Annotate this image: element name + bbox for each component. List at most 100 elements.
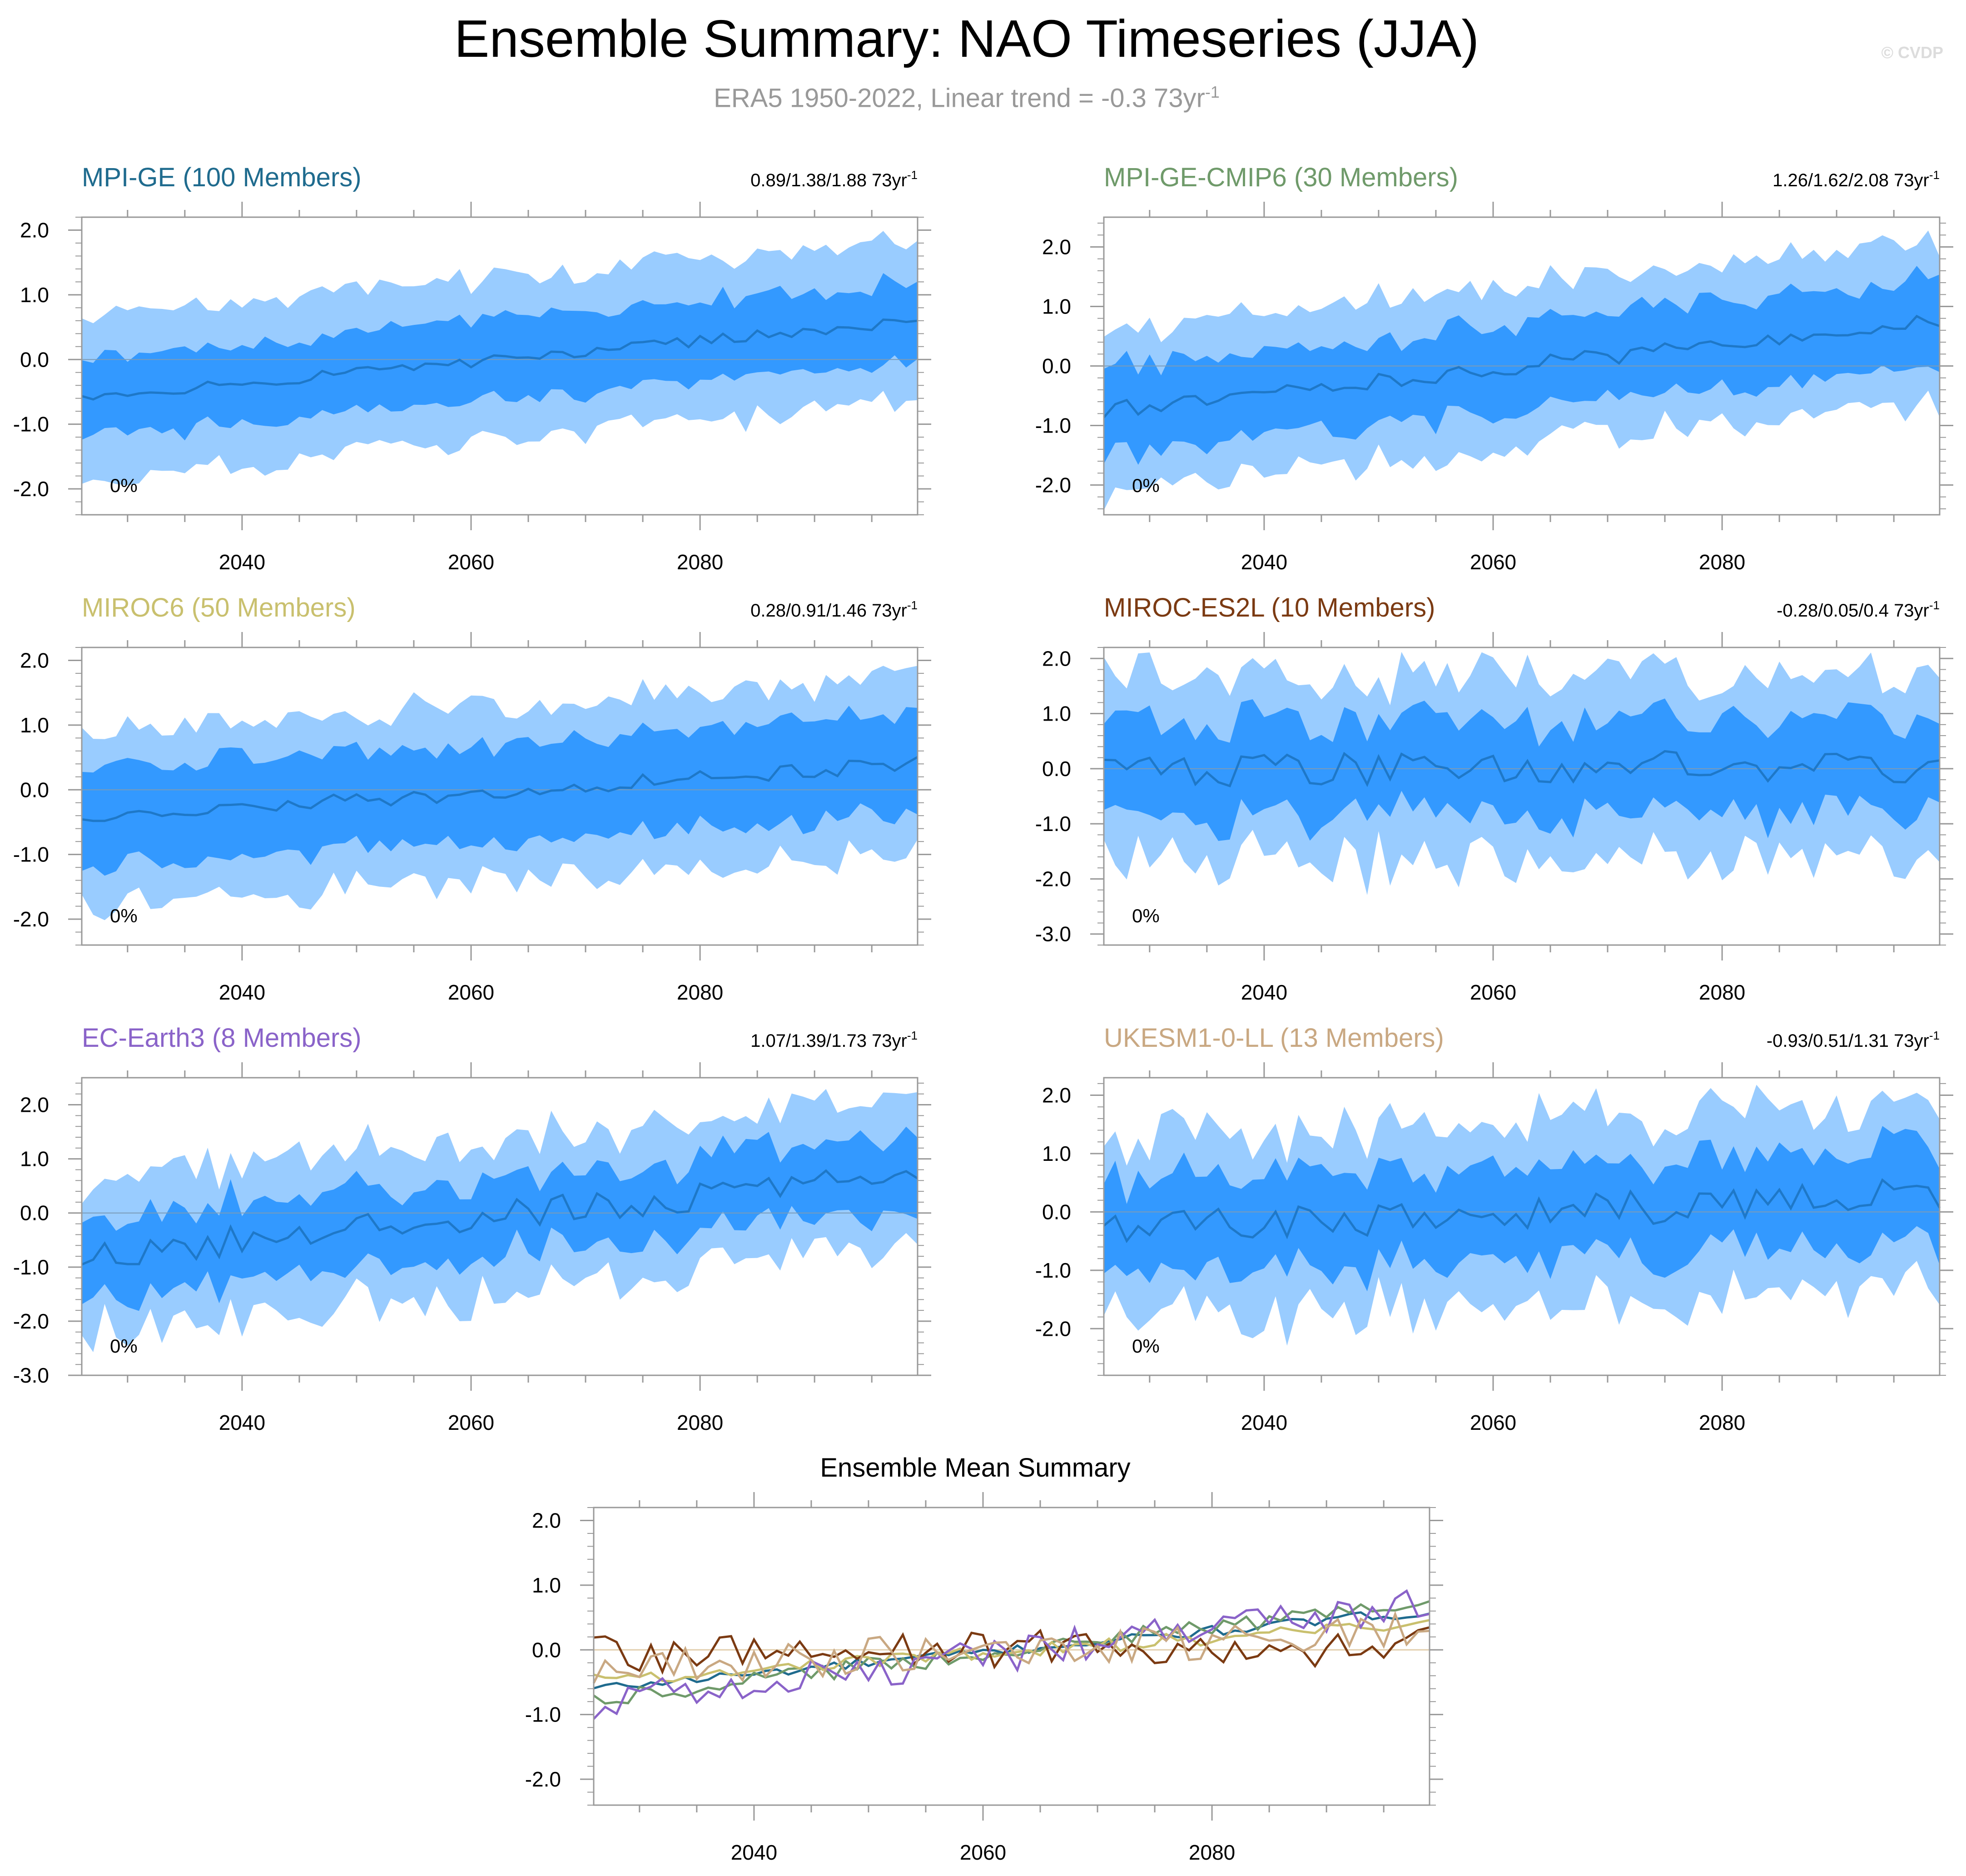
figure-title: Ensemble Summary: NAO Timeseries (JJA) [454, 9, 1479, 68]
y-tick-label: -1.0 [13, 413, 49, 436]
y-tick-label: 1.0 [20, 713, 49, 737]
y-tick-label: 2.0 [20, 648, 49, 672]
y-tick-label: -2.0 [13, 1309, 49, 1333]
panel-title: MPI-GE (100 Members) [82, 163, 362, 192]
y-tick-label: -3.0 [13, 1363, 49, 1387]
y-tick-label: 2.0 [20, 1093, 49, 1117]
series-line-ec-earth3 [593, 1589, 1430, 1720]
plot-frame [1103, 647, 1941, 946]
ensemble-mean-line [1103, 314, 1940, 418]
panel-title: UKESM1-0-LL (13 Members) [1104, 1023, 1444, 1053]
x-tick-label: 2060 [448, 980, 494, 1004]
x-tick-label: 2080 [1699, 980, 1745, 1004]
trend-label: -0.28/0.05/0.4 73yr-1 [1777, 598, 1940, 621]
y-tick-label: 1.0 [20, 1147, 49, 1171]
panel-title: MIROC6 (50 Members) [82, 593, 356, 622]
y-tick-label: 1.0 [1042, 1142, 1071, 1165]
y-tick-label: 0.0 [20, 1201, 49, 1225]
x-tick-label: 2040 [219, 980, 265, 1004]
cvdp-credit: © CVDP [1881, 43, 1943, 62]
y-tick-label: 1.0 [532, 1573, 561, 1597]
y-tick-label: -1.0 [1035, 414, 1071, 438]
panel-mpi-ge-cmip6: MPI-GE-CMIP6 (30 Members) 1.26/1.62/2.08 … [1035, 163, 1953, 574]
trend-label: -0.93/0.51/1.31 73yr-1 [1767, 1029, 1940, 1051]
panel-title: EC-Earth3 (8 Members) [82, 1023, 362, 1053]
plot-frame [81, 216, 918, 516]
ensemble-mean-line [81, 756, 918, 822]
trend-label: 1.07/1.39/1.73 73yr-1 [750, 1029, 918, 1051]
panel-ukesm1-0-ll: UKESM1-0-LL (13 Members) -0.93/0.51/1.31 … [1035, 1023, 1953, 1434]
plot-frame [81, 647, 918, 946]
y-tick-label: -2.0 [1035, 867, 1071, 891]
y-tick-label: 2.0 [1042, 647, 1071, 670]
y-tick-label: 2.0 [1042, 1084, 1071, 1107]
y-tick-label: 1.0 [1042, 295, 1071, 318]
ensemble-mean-line [1103, 1178, 1941, 1244]
plot-frame [81, 1077, 918, 1376]
y-tick-label: 0.0 [1042, 757, 1071, 781]
x-tick-label: 2040 [1241, 550, 1287, 574]
series-line-ukesm1-0-ll [592, 1611, 1430, 1684]
percent-label: 0% [1132, 1335, 1160, 1357]
panel-miroc6: MIROC6 (50 Members) 0.28/0.91/1.46 73yr-1… [13, 593, 931, 1004]
y-tick-label: -2.0 [13, 907, 49, 931]
x-tick-label: 2060 [448, 1411, 494, 1434]
y-tick-label: 0.0 [532, 1638, 561, 1662]
x-tick-label: 2040 [1241, 980, 1287, 1004]
y-tick-label: 0.0 [20, 348, 49, 371]
panel-mpi-ge: MPI-GE (100 Members) 0.89/1.38/1.88 73yr-… [13, 163, 931, 574]
y-tick-label: 2.0 [20, 218, 49, 242]
ensemble-mean-line [81, 318, 918, 401]
x-tick-label: 2080 [1699, 1411, 1745, 1434]
y-tick-label: -1.0 [13, 843, 49, 866]
y-tick-label: 2.0 [532, 1508, 561, 1532]
trend-label: 1.26/1.62/2.08 73yr-1 [1772, 168, 1940, 190]
y-tick-label: 0.0 [1042, 1200, 1071, 1224]
plot-frame [1103, 1077, 1941, 1376]
percent-label: 0% [110, 905, 138, 926]
x-tick-label: 2080 [1189, 1841, 1235, 1864]
y-tick-label: -2.0 [1035, 473, 1071, 497]
trend-label: 0.89/1.38/1.88 73yr-1 [750, 168, 918, 190]
y-tick-label: 1.0 [20, 283, 49, 307]
trend-label: 0.28/0.91/1.46 73yr-1 [750, 598, 918, 621]
subtitle-superscript: -1 [1205, 83, 1220, 101]
y-tick-label: 1.0 [1042, 702, 1071, 726]
y-tick-label: 0.0 [1042, 354, 1071, 378]
panel-title: MIROC-ES2L (10 Members) [1104, 593, 1435, 622]
x-tick-label: 2080 [677, 1411, 723, 1434]
y-tick-label: -2.0 [1035, 1317, 1071, 1340]
x-tick-label: 2060 [1470, 1411, 1516, 1434]
series-line-miroc-es2l [593, 1626, 1430, 1675]
plot-frame [593, 1507, 1430, 1806]
figure-subtitle: ERA5 1950-2022, Linear trend = -0.3 73yr… [0, 74, 1933, 116]
x-tick-label: 2040 [219, 1411, 265, 1434]
panel-ec-earth3: EC-Earth3 (8 Members) 1.07/1.39/1.73 73yr… [13, 1023, 931, 1434]
x-tick-label: 2080 [1699, 550, 1745, 574]
y-tick-label: -3.0 [1035, 922, 1071, 946]
x-tick-label: 2040 [219, 550, 265, 574]
series-line-miroc6 [593, 1619, 1430, 1683]
x-tick-label: 2040 [1241, 1411, 1287, 1434]
x-tick-label: 2040 [731, 1841, 777, 1864]
percent-label: 0% [1132, 905, 1160, 926]
percent-label: 0% [110, 475, 138, 496]
ensemble-mean-line [1103, 750, 1940, 787]
panel-title: MPI-GE-CMIP6 (30 Members) [1104, 163, 1458, 192]
panel-ensemble-mean: Ensemble Mean Summary 2.0 1.0 0.0 -1.0 -2.0 20… [525, 1453, 1443, 1864]
x-tick-label: 2060 [448, 550, 494, 574]
y-tick-label: -2.0 [525, 1767, 561, 1791]
x-tick-label: 2060 [960, 1841, 1006, 1864]
x-tick-label: 2060 [1470, 550, 1516, 574]
x-tick-label: 2080 [677, 550, 723, 574]
y-tick-label: -1.0 [13, 1255, 49, 1279]
inner-range-band [82, 706, 918, 876]
y-tick-label: -1.0 [525, 1703, 561, 1727]
x-tick-label: 2060 [1470, 980, 1516, 1004]
y-tick-label: 2.0 [1042, 235, 1071, 259]
percent-label: 0% [1132, 475, 1160, 496]
x-tick-label: 2080 [677, 980, 723, 1004]
panel-miroc-es2l: MIROC-ES2L (10 Members) -0.28/0.05/0.4 73… [1035, 593, 1953, 1004]
y-tick-label: 0.0 [20, 778, 49, 801]
